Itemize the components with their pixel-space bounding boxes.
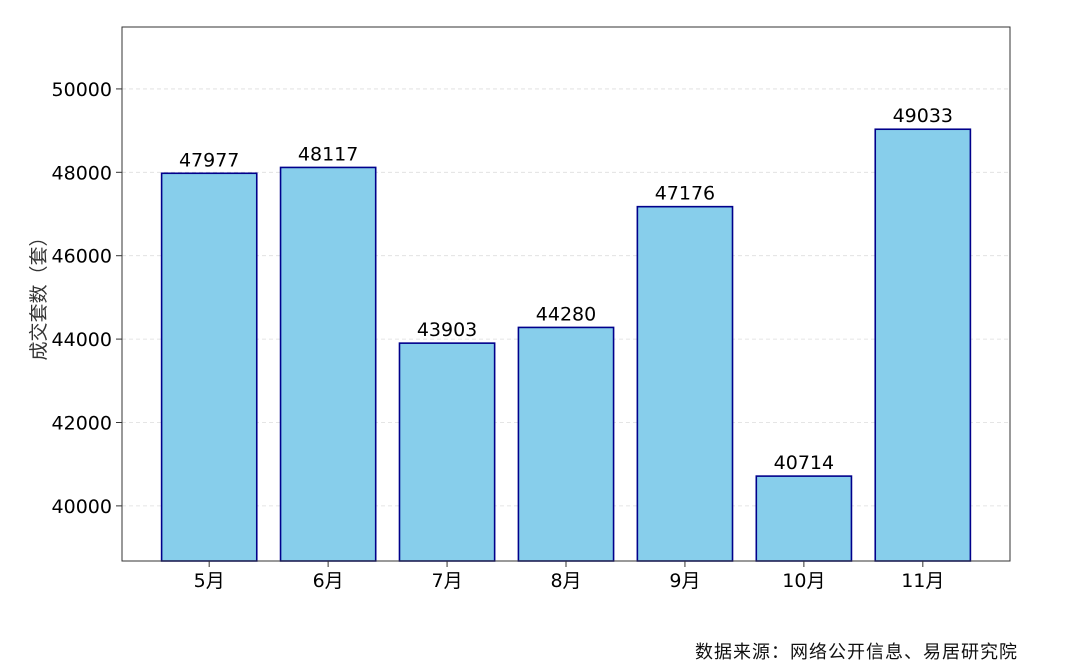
plot-frame: [121, 26, 1011, 562]
y-axis-label: 成交套数（套）: [28, 227, 50, 360]
data-label: 43903: [417, 319, 477, 341]
data-label: 48117: [298, 143, 358, 165]
data-label: 44280: [536, 303, 596, 325]
bar: [398, 342, 496, 562]
y-tick-label: 40000: [52, 496, 112, 518]
y-tick-label: 42000: [52, 412, 112, 434]
x-tick-label: 8月: [550, 570, 581, 592]
source-note: 数据来源：网络公开信息、易居研究院: [695, 642, 1018, 663]
data-label: 47176: [655, 183, 715, 205]
y-tick-label: 50000: [52, 79, 112, 101]
bar: [874, 128, 972, 562]
y-tick-label: 46000: [52, 246, 112, 268]
bar: [636, 205, 734, 562]
x-tick-label: 6月: [313, 570, 344, 592]
bar: [160, 172, 258, 562]
data-label: 49033: [893, 105, 953, 127]
y-tick-label: 44000: [52, 329, 112, 351]
bar: [755, 475, 853, 562]
bar: [517, 326, 615, 562]
x-tick-label: 7月: [432, 570, 463, 592]
data-label: 40714: [774, 452, 834, 474]
data-label: 47977: [179, 149, 239, 171]
bar: [279, 166, 377, 562]
x-tick-label: 5月: [194, 570, 225, 592]
y-tick-label: 48000: [52, 162, 112, 184]
x-tick-label: 10月: [782, 570, 825, 592]
x-tick-label: 11月: [901, 570, 944, 592]
x-tick-label: 9月: [669, 570, 700, 592]
